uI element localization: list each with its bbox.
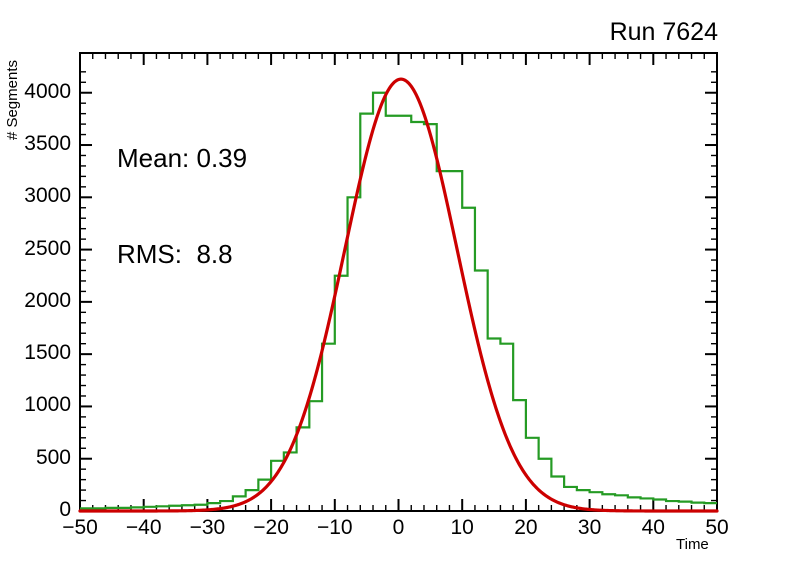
x-tick-label: 20 xyxy=(514,516,538,539)
x-tick-label: −40 xyxy=(125,516,162,539)
page-title: Run 7624 xyxy=(609,18,718,46)
x-tick-label: 30 xyxy=(577,516,602,539)
y-tick-label: 2000 xyxy=(24,288,71,312)
y-tick-label: 3000 xyxy=(24,184,71,208)
x-tick-label: 40 xyxy=(641,516,665,539)
y-tick-label: 1000 xyxy=(24,393,71,417)
y-tick-label: 4000 xyxy=(24,79,71,103)
stat-mean: Mean: 0.39 xyxy=(117,143,248,174)
stat-rms: RMS: 8.8 xyxy=(117,238,233,269)
y-tick-label: 1500 xyxy=(24,341,71,365)
x-tick-label: −30 xyxy=(189,516,226,539)
x-axis-label: Time xyxy=(676,536,709,553)
y-tick-label: 500 xyxy=(35,445,71,469)
x-tick-label: −20 xyxy=(253,516,289,539)
stats-box: Mean: 0.39 RMS: 8.8 xyxy=(117,80,247,334)
x-tick-label: 50 xyxy=(705,516,729,539)
x-tick-label: 0 xyxy=(392,516,405,539)
y-tick-label: 3500 xyxy=(24,132,71,156)
y-tick-label: 2500 xyxy=(24,236,71,260)
x-tick-label: −10 xyxy=(316,516,353,539)
x-tick-label: −50 xyxy=(62,516,98,539)
x-tick-label: 10 xyxy=(450,516,474,539)
y-tick-label: 0 xyxy=(59,498,71,521)
